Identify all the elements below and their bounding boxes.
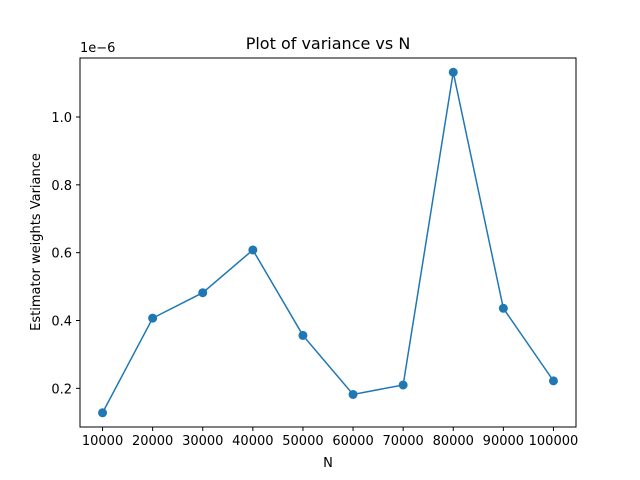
x-tick-label: 10000 (82, 434, 123, 449)
x-tick-label: 60000 (332, 434, 373, 449)
y-tick-label: 0.4 (51, 315, 72, 330)
data-point (548, 376, 558, 386)
y-axis: 0.2 0.4 0.6 0.8 1.0 (51, 111, 80, 397)
y-tick-label: 1.0 (51, 111, 72, 126)
x-tick-label: 80000 (433, 434, 474, 449)
x-tick-label: 70000 (382, 434, 423, 449)
data-point (298, 330, 308, 340)
data-point (148, 313, 158, 323)
data-point (498, 303, 508, 313)
data-point (248, 245, 258, 255)
series-line (101, 72, 555, 414)
plot-area-frame (79, 57, 577, 428)
x-tick-label: 50000 (282, 434, 323, 449)
x-tick-label: 40000 (232, 434, 273, 449)
x-tick-label: 30000 (182, 434, 223, 449)
series-group (98, 67, 558, 418)
data-point (398, 380, 408, 390)
y-axis-label: Estimator weights Variance (29, 153, 44, 331)
x-tick-label: 100000 (529, 434, 579, 449)
x-axis: 10000 20000 30000 40000 50000 60000 70000 80000… (82, 427, 578, 449)
chart-title: Plot of variance vs N (246, 34, 411, 53)
data-point (98, 408, 108, 418)
data-point (198, 288, 208, 298)
y-tick-label: 0.6 (51, 247, 72, 262)
y-offset-label: 1e−6 (80, 41, 115, 56)
y-tick-label: 0.2 (51, 382, 72, 397)
data-point (448, 67, 458, 77)
x-axis-label: N (323, 456, 333, 471)
x-tick-label: 20000 (132, 434, 173, 449)
data-point (348, 389, 358, 399)
y-tick-label: 0.8 (51, 179, 72, 194)
x-tick-label: 90000 (483, 434, 524, 449)
